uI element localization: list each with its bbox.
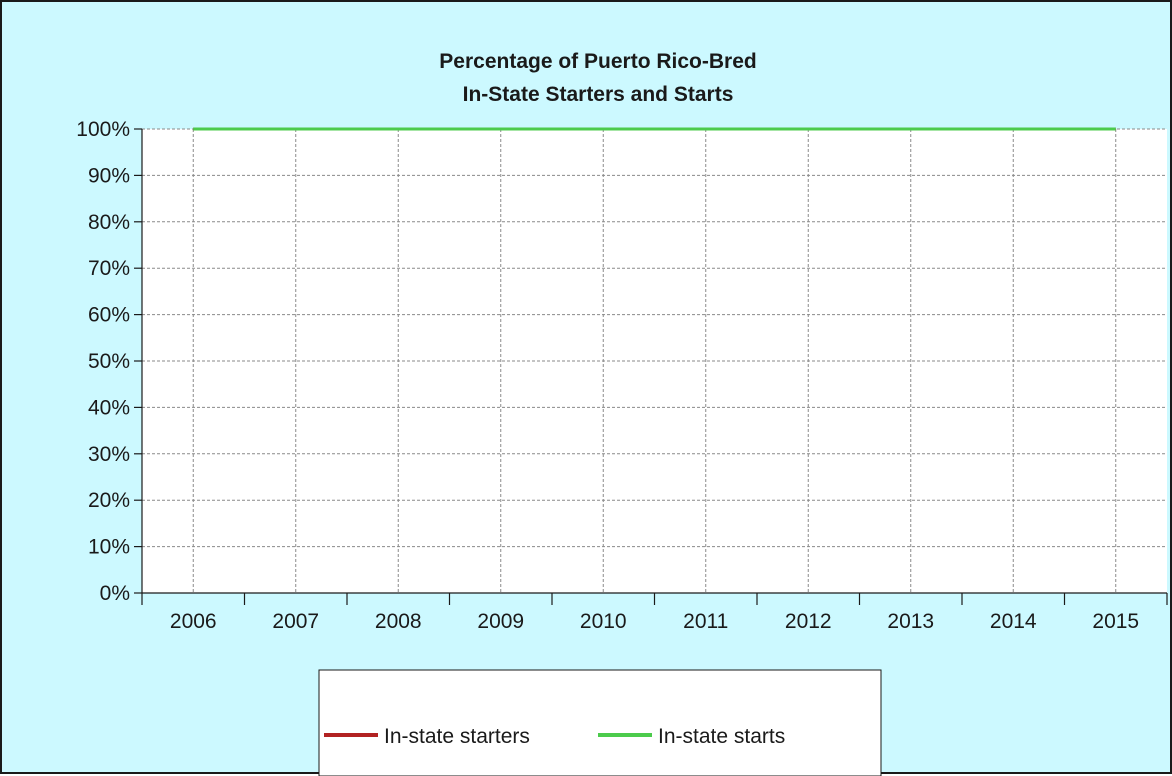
x-tick-label: 2012 bbox=[785, 610, 832, 633]
y-tick-label: 100% bbox=[76, 118, 130, 141]
x-tick-label: 2014 bbox=[990, 610, 1037, 633]
legend: In-state starters In-state starts bbox=[319, 670, 881, 776]
y-tick-label: 60% bbox=[88, 304, 130, 327]
y-tick-label: 90% bbox=[88, 164, 130, 187]
legend-label: In-state starts bbox=[658, 725, 785, 748]
y-tick-label: 40% bbox=[88, 396, 130, 419]
y-tick-label: 70% bbox=[88, 257, 130, 280]
legend-label: In-state starters bbox=[384, 725, 530, 748]
chart-title-line-1: Percentage of Puerto Rico-Bred bbox=[439, 50, 756, 73]
y-tick-label: 30% bbox=[88, 443, 130, 466]
x-tick-label: 2006 bbox=[170, 610, 217, 633]
x-tick-label: 2011 bbox=[683, 610, 728, 633]
y-tick-label: 20% bbox=[88, 489, 130, 512]
chart-title-line-2: In-State Starters and Starts bbox=[463, 83, 734, 106]
y-tick-label: 50% bbox=[88, 350, 130, 373]
y-tick-label: 0% bbox=[100, 582, 130, 605]
x-tick-label: 2015 bbox=[1092, 610, 1139, 633]
y-tick-label: 10% bbox=[88, 536, 130, 559]
x-tick-label: 2010 bbox=[580, 610, 627, 633]
x-tick-label: 2007 bbox=[272, 610, 319, 633]
x-tick-label: 2009 bbox=[477, 610, 524, 633]
legend-box bbox=[319, 670, 881, 776]
x-tick-label: 2013 bbox=[887, 610, 934, 633]
x-tick-label: 2008 bbox=[375, 610, 422, 633]
y-tick-label: 80% bbox=[88, 211, 130, 234]
